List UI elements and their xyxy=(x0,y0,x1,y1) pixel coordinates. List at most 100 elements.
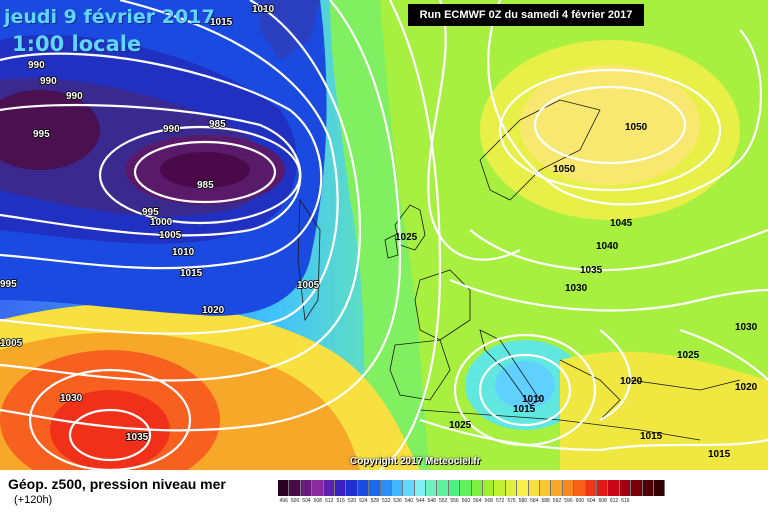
coast-italy xyxy=(479,329,541,406)
coast-france xyxy=(414,269,471,341)
scale-swatch xyxy=(278,480,290,496)
isobar-label: 1025 xyxy=(395,232,418,243)
isobar-label: 990 xyxy=(40,76,57,87)
coast-ireland xyxy=(384,234,399,259)
isobar-1050 xyxy=(533,85,687,165)
scale-label: 500 xyxy=(290,498,300,504)
isobar-label: 990 xyxy=(28,60,45,71)
isobar-label: 995 xyxy=(33,129,50,140)
isobar-1030 xyxy=(28,368,192,470)
field-red-high-core xyxy=(50,390,170,470)
scale-swatch xyxy=(653,480,666,496)
field-yellow-core xyxy=(520,65,700,185)
scale-label: 496 xyxy=(279,498,288,504)
scale-swatch xyxy=(448,480,461,496)
color-scale-labels: 496 500 504 508 512 516 520 524 528 532 536 540 544 5… xyxy=(278,498,665,504)
coast-north-africa xyxy=(419,409,701,441)
scale-label: 536 xyxy=(393,498,402,504)
field-med-low-core xyxy=(495,361,555,409)
scale-swatch xyxy=(426,480,438,496)
isobar-label: 1035 xyxy=(580,265,603,276)
scale-label: 608 xyxy=(598,498,607,504)
isobar-1010-med xyxy=(478,353,572,427)
isobar-label: 1020 xyxy=(202,305,225,316)
scale-swatch xyxy=(357,480,370,496)
scale-swatch xyxy=(619,480,632,496)
scale-label: 616 xyxy=(621,498,630,504)
coast-scandinavia xyxy=(479,99,601,201)
scale-label: 508 xyxy=(313,498,323,504)
scale-swatch xyxy=(551,480,563,496)
coast-balkans xyxy=(559,359,621,421)
isobar-label: 1045 xyxy=(610,218,633,229)
isobar-label: 1010 xyxy=(252,4,275,15)
forecast-lead-time: (+120h) xyxy=(14,494,53,506)
scale-swatch xyxy=(471,480,484,496)
scale-label: 588 xyxy=(541,498,550,504)
isobar-label: 990 xyxy=(66,91,83,102)
isobar-1015-south xyxy=(599,438,768,452)
isobar-label: 995 xyxy=(142,207,159,218)
footer-legend: Géop. z500, pression niveau mer (+120h) … xyxy=(0,470,768,512)
isobar-1015 xyxy=(0,0,402,432)
forecast-date-title: jeudi 9 février 2017 xyxy=(4,6,215,28)
coastlines xyxy=(297,99,741,441)
isobar-1020 xyxy=(379,0,442,470)
scale-swatch xyxy=(631,480,643,496)
color-scale xyxy=(278,480,666,496)
isobar-1000 xyxy=(0,52,323,270)
isobar-label: 995 xyxy=(0,279,17,290)
scale-label: 560 xyxy=(461,498,471,504)
scale-swatch xyxy=(596,480,609,496)
scale-swatch xyxy=(414,480,427,496)
isobar-label: 1015 xyxy=(180,268,203,279)
scale-label: 552 xyxy=(438,498,448,504)
scale-label: 504 xyxy=(302,498,311,504)
scale-label: 580 xyxy=(518,498,528,504)
scale-label: 576 xyxy=(507,498,516,504)
greenland-land xyxy=(260,0,320,60)
isobar-label: 1035 xyxy=(126,432,149,443)
scale-swatch xyxy=(300,480,313,496)
isobar-1020-balkans xyxy=(599,329,632,421)
scale-swatch xyxy=(312,480,324,496)
scale-label: 596 xyxy=(564,498,573,504)
field-yellow-south xyxy=(560,351,768,470)
scale-swatch xyxy=(642,480,654,496)
isobar-label: 1040 xyxy=(596,241,619,252)
isobar-label: 990 xyxy=(163,124,180,135)
isobar-1045 xyxy=(498,68,722,192)
scale-label: 548 xyxy=(427,498,436,504)
scale-label: 520 xyxy=(347,498,357,504)
scale-swatch xyxy=(289,480,301,496)
scale-swatch xyxy=(380,480,392,496)
scale-label: 600 xyxy=(575,498,585,504)
scale-label: 612 xyxy=(609,498,619,504)
coast-turkey xyxy=(629,379,741,391)
scale-swatch xyxy=(369,480,381,496)
scale-swatch xyxy=(562,480,575,496)
isobar-label: 1030 xyxy=(565,283,588,294)
scale-swatch xyxy=(391,480,404,496)
isobar-label: 1010 xyxy=(172,247,195,258)
isobar-label: 985 xyxy=(209,119,226,130)
scale-label: 516 xyxy=(336,498,345,504)
isobar-label: 1020 xyxy=(620,376,643,387)
isobar-label: 1000 xyxy=(150,217,173,228)
field-purple-west xyxy=(0,90,100,170)
isobar-label: 1030 xyxy=(60,393,83,404)
scale-swatch xyxy=(437,480,449,496)
scale-label: 584 xyxy=(530,498,539,504)
isobar-1030-east xyxy=(469,228,768,272)
scale-label: 524 xyxy=(359,498,368,504)
scale-swatch xyxy=(539,480,552,496)
coast-iceland-area xyxy=(297,198,321,322)
forecast-time-title: 1:00 locale xyxy=(12,32,142,56)
scale-label: 604 xyxy=(587,498,596,504)
isobar-1005 xyxy=(0,0,339,335)
scale-label: 540 xyxy=(404,498,414,504)
isobar-label: 1020 xyxy=(735,382,758,393)
isobar-label: 1015 xyxy=(708,449,731,460)
scale-swatch xyxy=(574,480,586,496)
isobar-label: 985 xyxy=(197,180,214,191)
